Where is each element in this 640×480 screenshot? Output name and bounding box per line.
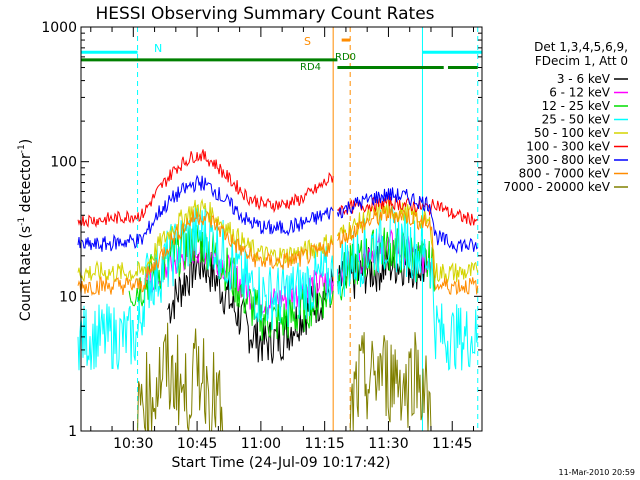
data-layer xyxy=(77,149,479,432)
y-tick-label-1: 1 xyxy=(68,424,77,440)
legend-label-12-25-kev: 12 - 25 keV xyxy=(542,99,611,113)
chart-title: HESSI Observing Summary Count Rates xyxy=(95,4,434,24)
x-tick-label-11:15: 11:15 xyxy=(304,436,344,452)
plot-frame xyxy=(80,26,483,432)
annotation-rd4: RD4 xyxy=(300,62,321,73)
y-axis-label-part-1: Count Rate (s xyxy=(18,226,34,321)
x-tick-label-10:30: 10:30 xyxy=(113,436,153,452)
legend-label-3-6-kev: 3 - 6 keV xyxy=(557,72,611,86)
legend-label-800-7000-kev: 800 - 7000 keV xyxy=(519,167,611,181)
annotation-s: S xyxy=(304,35,311,48)
legend-label-100-300-kev: 100 - 300 keV xyxy=(526,140,610,154)
series-800-7000-kev-line-1 xyxy=(77,209,334,297)
series-3-6-kev-line-1 xyxy=(166,240,334,364)
x-tick-label-10:45: 10:45 xyxy=(177,436,217,452)
y-tick-label-10: 10 xyxy=(59,289,77,305)
legend-header-line-1: Det 1,3,4,5,6,9, xyxy=(534,40,628,54)
legend: Det 1,3,4,5,6,9, FDecim 1, Att 0 3 - 6 k… xyxy=(503,40,628,194)
footer-timestamp: 11-Mar-2010 20:59 xyxy=(559,468,636,477)
annotation-n: N xyxy=(154,42,162,55)
legend-label-25-50-kev: 25 - 50 keV xyxy=(542,113,611,127)
legend-label-50-100-kev: 50 - 100 keV xyxy=(534,126,611,140)
axis-ticks: 1 10 100 1000 10:30 10:45 11:00 11:15 11:30 11:45 xyxy=(41,20,482,452)
x-tick-label-11:30: 11:30 xyxy=(368,436,408,452)
y-axis-label-sup-2: -1 xyxy=(17,144,27,153)
y-tick-label-1000: 1000 xyxy=(41,20,77,36)
series-300-800-kev-line-1 xyxy=(77,174,334,252)
x-axis-label: Start Time (24-Jul-09 10:17:42) xyxy=(171,455,390,471)
series-50-100-kev-line-1 xyxy=(77,198,334,283)
y-tick-label-100: 100 xyxy=(50,155,77,171)
annotation-rd0: RD0 xyxy=(335,52,356,63)
series-7000-20000-kev-line-2 xyxy=(349,332,432,432)
legend-label-300-800-kev: 300 - 800 keV xyxy=(526,153,610,167)
series-50-100-kev-line-2 xyxy=(336,199,479,284)
series-7000-20000-kev-line-1 xyxy=(137,322,224,432)
series-300-800-kev-line-2 xyxy=(336,187,479,254)
x-tick-label-11:45: 11:45 xyxy=(432,436,472,452)
legend-label-7000-20000-kev: 7000 - 20000 keV xyxy=(503,180,610,194)
y-axis-label-sup-1: -1 xyxy=(17,217,27,226)
series-800-7000-kev-line-2 xyxy=(337,205,479,296)
series-100-300-kev-line-1 xyxy=(77,149,334,228)
series-25-50-kev-line-1 xyxy=(77,204,334,371)
x-tick-label-11:00: 11:00 xyxy=(241,436,281,452)
y-axis-label-part-3: ) xyxy=(18,139,34,144)
legend-label-6-12-kev: 6 - 12 keV xyxy=(549,86,611,100)
legend-header-line-2: FDecim 1, Att 0 xyxy=(535,54,628,68)
y-axis-label: Count Rate (s-1 detector-1) xyxy=(17,139,34,321)
y-axis-label-part-2: detector xyxy=(18,153,34,217)
